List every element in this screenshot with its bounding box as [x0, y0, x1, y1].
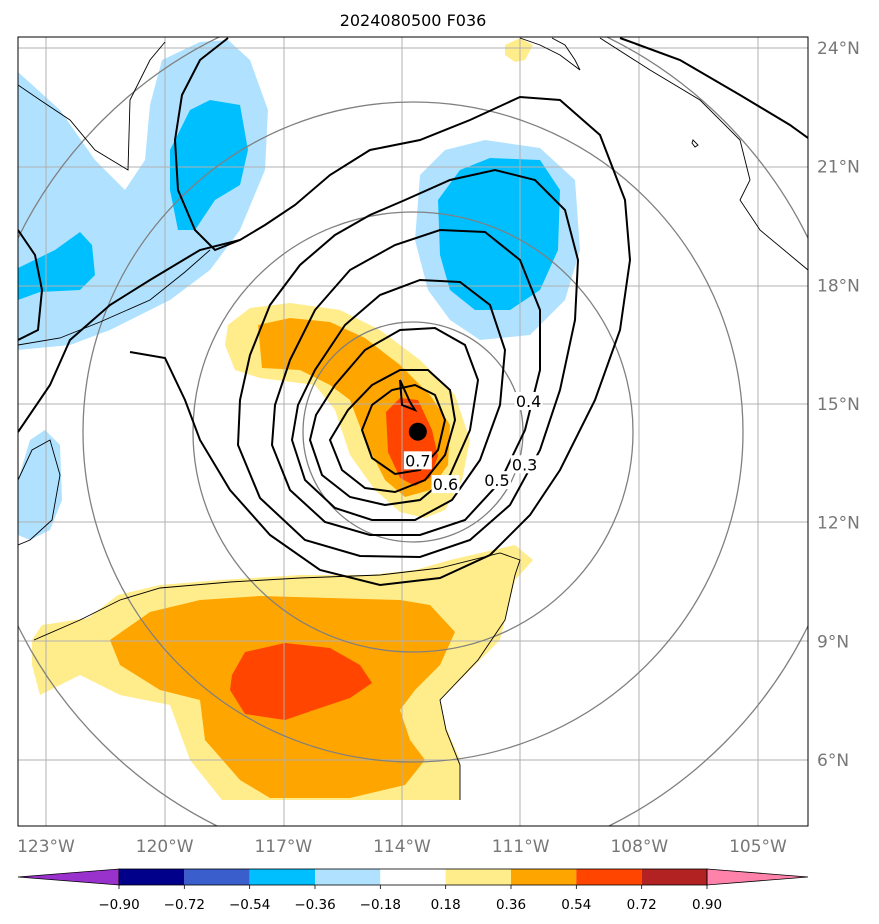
- contour-0.65: [308, 326, 480, 507]
- colorbar-segment: [119, 869, 185, 885]
- colorbar-segment: [380, 869, 446, 885]
- colorbar: −0.90 −0.72 −0.54 −0.36 −0.18 0.18 0.36 0.54 0.7…: [17, 868, 809, 913]
- contour-label-background: [482, 471, 511, 490]
- outline-light-blue-west: [18, 41, 211, 346]
- chart-title: 2024080500 F036: [340, 11, 487, 30]
- colorbar-outline: [118, 868, 708, 886]
- x-tick-label: 114°W: [373, 837, 431, 857]
- fill-yellow-north-edge: [505, 38, 533, 62]
- contour-label: 0.3: [512, 455, 537, 474]
- outline-yellow-south: [33, 552, 521, 800]
- colorbar-tick-label: −0.90: [98, 897, 139, 913]
- y-axis-ticks: 24°N 21°N 18°N 15°N 12°N 9°N 6°N: [817, 39, 860, 771]
- contour-0.7: [360, 383, 447, 476]
- fill-blue-northeast: [438, 158, 560, 310]
- map-frame: [17, 36, 809, 827]
- graticule: [18, 37, 808, 826]
- colorbar-tick-label: 0.54: [561, 897, 591, 913]
- colorbar-segment: [576, 869, 642, 885]
- island-small: [691, 139, 699, 148]
- contour-north: [173, 37, 808, 252]
- colorbar-tick-label: −0.18: [360, 897, 401, 913]
- colorbar-extend-max: [706, 868, 809, 886]
- storm-center-marker: [408, 422, 427, 441]
- y-tick-label: 6°N: [817, 751, 849, 771]
- y-tick-label: 15°N: [817, 395, 860, 415]
- coastline-mexico: [599, 37, 808, 271]
- x-axis-ticks: 123°W 120°W 117°W 114°W 111°W 108°W 105°W: [17, 837, 787, 857]
- colorbar-tick-label: −0.54: [229, 897, 270, 913]
- x-tick-label: 111°W: [492, 837, 550, 857]
- fill-blue-north: [170, 100, 248, 230]
- range-ring-2: [192, 211, 634, 653]
- coastlines: [18, 37, 808, 800]
- colorbar-tick-label: −0.36: [294, 897, 335, 913]
- contour-0.5: [270, 228, 541, 536]
- contour-label: 0.5: [484, 471, 509, 490]
- x-tick-label: 108°W: [610, 837, 668, 857]
- contour-0.3: [18, 95, 632, 587]
- filled-contours: [18, 38, 580, 800]
- fill-red-south: [230, 643, 372, 720]
- contour-west: [18, 229, 44, 341]
- colorbar-tick-label: 0.90: [692, 897, 722, 913]
- contour-label: 0.6: [433, 475, 458, 494]
- outline-western-edge: [18, 439, 61, 546]
- colorbar-extend-min: [17, 868, 120, 886]
- colorbar-segment: [249, 869, 315, 885]
- y-tick-label: 9°N: [817, 632, 849, 652]
- y-tick-label: 18°N: [817, 276, 860, 296]
- contour-0.7-peak: [399, 379, 418, 413]
- contour-label-background: [431, 475, 460, 494]
- map-area: 0.70.6 0.5 0.4 0.3: [18, 37, 808, 826]
- y-tick-label: 24°N: [817, 39, 860, 59]
- colorbar-tick-label: 0.18: [431, 897, 461, 913]
- contour-label: 0.4: [516, 392, 541, 411]
- x-tick-label: 105°W: [729, 837, 787, 857]
- x-tick-label: 120°W: [136, 837, 194, 857]
- contour-0.4: [236, 168, 580, 559]
- contour-label: 0.7: [405, 451, 430, 470]
- contour-labels: 0.70.6 0.5 0.4 0.3: [403, 392, 543, 494]
- colorbar-segment: [184, 869, 250, 885]
- fill-light-blue-west-edge: [18, 430, 62, 540]
- fill-blue-west: [18, 232, 95, 300]
- x-tick-label: 117°W: [254, 837, 312, 857]
- contour-label-background: [510, 455, 539, 474]
- y-tick-label: 21°N: [817, 158, 860, 178]
- colorbar-segment: [511, 869, 577, 885]
- x-tick-label: 123°W: [17, 837, 75, 857]
- contour-label-background: [514, 392, 543, 410]
- colorbar-tick-label: 0.36: [496, 897, 526, 913]
- range-ring-3: [82, 101, 744, 763]
- colorbar-segment: [641, 869, 707, 885]
- colorbar-tick-label: 0.72: [627, 897, 657, 913]
- coastline-baja: [519, 37, 581, 71]
- contour-0.6: [290, 278, 507, 521]
- colorbar-segment: [315, 869, 381, 885]
- colorbar-tick-label: −0.72: [164, 897, 205, 913]
- contour-label-background: [403, 451, 432, 470]
- y-tick-label: 12°N: [817, 514, 860, 534]
- contour-lines: [18, 37, 808, 587]
- contour-0.7-outer: [328, 369, 457, 494]
- colorbar-segment: [445, 869, 511, 885]
